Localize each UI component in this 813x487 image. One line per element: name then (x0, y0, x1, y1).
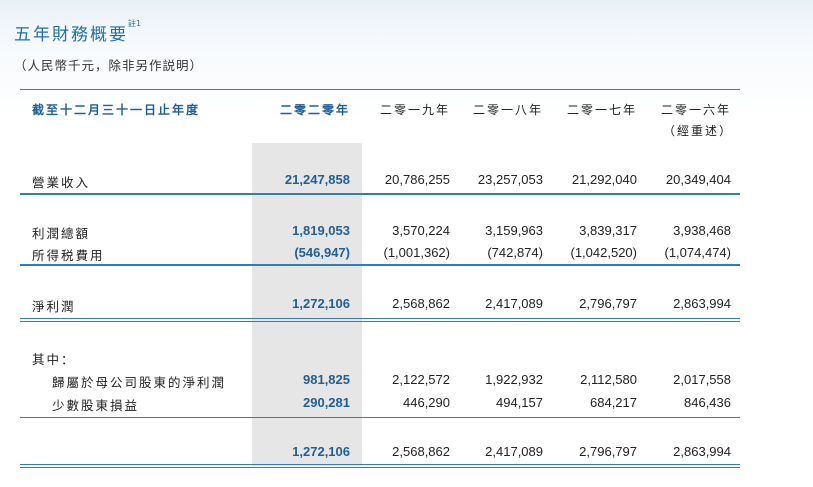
value-cell: 1,819,053 (292, 223, 350, 238)
unit-note: （人民幣千元，除非另作説明） (14, 58, 204, 73)
header-year-2019: 二零一九年 (379, 103, 450, 117)
value-cell: 21,247,858 (284, 172, 350, 187)
value-cell: 3,839,317 (579, 223, 637, 238)
header-restated-note: （經重述） (662, 124, 733, 138)
value-cell: 981,825 (303, 372, 350, 387)
row-label: 所得税費用 (32, 248, 105, 263)
value-cell: 1,922,932 (485, 372, 543, 387)
value-cell: 2,417,089 (485, 296, 543, 311)
value-cell: 23,257,053 (477, 172, 543, 187)
value-cell: 3,938,468 (673, 223, 731, 238)
value-cell: 21,292,040 (571, 172, 637, 187)
row-label: 少數股東損益 (52, 398, 140, 413)
header-year-2016: 二零一六年 (660, 103, 731, 117)
table-top-rule (20, 89, 740, 90)
header-year-2017: 二零一七年 (566, 103, 637, 117)
value-cell: (546,947) (294, 245, 350, 260)
value-cell: 2,796,797 (579, 296, 637, 311)
value-cell: 290,281 (303, 395, 350, 410)
value-cell: 2,417,089 (485, 444, 543, 459)
value-cell: 2,112,580 (580, 372, 637, 387)
row-divider (20, 417, 740, 418)
current-year-column-highlight (252, 143, 362, 466)
row-label: 其中： (32, 352, 76, 367)
value-cell: 446,290 (403, 395, 450, 410)
table-bottom-double-rule (20, 464, 740, 468)
value-cell: (742,874) (487, 245, 543, 260)
title-footnote-marker: 註1 (128, 19, 142, 28)
value-cell: 2,863,994 (673, 444, 731, 459)
value-cell: 2,796,797 (579, 444, 637, 459)
value-cell: 684,217 (590, 395, 637, 410)
value-cell: 846,436 (684, 395, 731, 410)
value-cell: 2,568,862 (392, 444, 450, 459)
value-cell: 1,272,106 (292, 444, 350, 459)
value-cell: 2,122,572 (392, 372, 450, 387)
value-cell: (1,074,474) (664, 245, 732, 260)
value-cell: 3,570,224 (392, 223, 450, 238)
value-cell: 2,017,558 (673, 372, 731, 387)
header-year-2020: 二零二零年 (279, 103, 350, 117)
value-cell: (1,042,520) (570, 245, 638, 260)
value-cell: 494,157 (496, 395, 543, 410)
value-cell: 20,349,404 (665, 172, 731, 187)
value-cell: 2,568,862 (392, 296, 450, 311)
page-title: 五年財務概要註1 (14, 19, 142, 45)
row-label: 淨利潤 (32, 299, 76, 314)
value-cell: 1,272,106 (292, 296, 350, 311)
row-divider (20, 264, 740, 266)
value-cell: 3,159,963 (485, 223, 543, 238)
value-cell: 2,863,994 (673, 296, 731, 311)
row-label: 歸屬於母公司股東的淨利潤 (52, 375, 227, 390)
value-cell: 20,786,255 (384, 172, 450, 187)
row-label: 營業收入 (32, 175, 91, 190)
header-year-2018: 二零一八年 (472, 103, 543, 117)
row-divider (20, 193, 740, 195)
row-label: 利潤總額 (32, 226, 91, 241)
value-cell: (1,001,362) (383, 245, 451, 260)
row-divider-double (20, 318, 740, 322)
header-period-label: 截至十二月三十一日止年度 (32, 103, 201, 117)
